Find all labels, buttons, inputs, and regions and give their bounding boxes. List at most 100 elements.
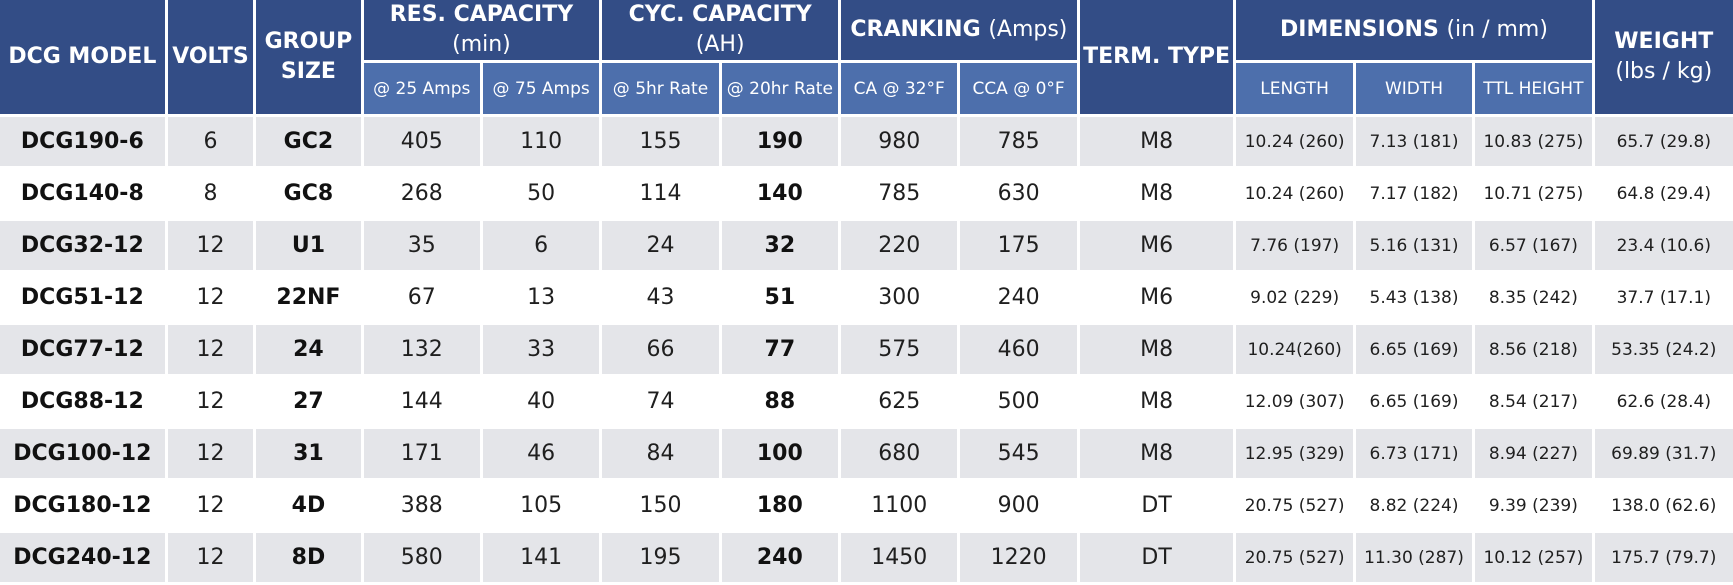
table-row: DCG190-6 6 GC2 405 110 155 190 980 785 M8 10.24 (2…	[0, 117, 1733, 166]
cell-term: M8	[1079, 117, 1234, 166]
cell-length: 10.24(260)	[1236, 325, 1353, 374]
cell-model: DCG100-12	[0, 429, 165, 478]
sub-header-ca: CA @ 32°F	[841, 63, 958, 114]
sub-header-res-25: @ 25 Amps	[363, 63, 480, 114]
cell-res75: 110	[482, 117, 600, 166]
header-res-capacity: RES. CAPACITY (min)	[363, 0, 600, 60]
cell-ah5: 195	[602, 533, 719, 582]
cell-length: 10.24 (260)	[1236, 169, 1353, 218]
table-row: DCG77-12 12 24 132 33 66 77 575 460 M8 10.24(260) 6…	[0, 325, 1733, 374]
header-weight: WEIGHT (lbs / kg)	[1594, 0, 1733, 114]
cell-weight: 69.89 (31.7)	[1594, 429, 1733, 478]
cell-height: 8.94 (227)	[1475, 429, 1592, 478]
cell-weight: 23.4 (10.6)	[1594, 221, 1733, 270]
cell-group: 22NF	[256, 273, 361, 322]
dimensions-label: DIMENSIONS	[1280, 17, 1439, 42]
cell-cca: 460	[960, 325, 1077, 374]
cell-term: DT	[1079, 481, 1234, 530]
cell-width: 7.17 (182)	[1355, 169, 1473, 218]
cell-length: 20.75 (527)	[1236, 481, 1353, 530]
cell-volts: 12	[167, 481, 254, 530]
cell-ah5: 155	[602, 117, 719, 166]
cell-volts: 12	[167, 325, 254, 374]
cell-ah20: 240	[721, 533, 839, 582]
cell-volts: 6	[167, 117, 254, 166]
cell-height: 8.56 (218)	[1475, 325, 1592, 374]
header-cranking: CRANKING (Amps)	[841, 0, 1077, 60]
sub-header-length: LENGTH	[1236, 63, 1353, 114]
cell-weight: 138.0 (62.6)	[1594, 481, 1733, 530]
cell-width: 8.82 (224)	[1355, 481, 1473, 530]
cell-res75: 141	[482, 533, 600, 582]
cell-res25: 171	[363, 429, 480, 478]
cell-group: 4D	[256, 481, 361, 530]
cell-group: GC8	[256, 169, 361, 218]
cell-res75: 50	[482, 169, 600, 218]
cranking-label: CRANKING	[850, 17, 981, 42]
cell-length: 12.95 (329)	[1236, 429, 1353, 478]
cell-ca: 980	[841, 117, 958, 166]
cell-height: 8.35 (242)	[1475, 273, 1592, 322]
cell-ah20: 32	[721, 221, 839, 270]
sub-header-width: WIDTH	[1355, 63, 1473, 114]
cell-width: 6.65 (169)	[1355, 325, 1473, 374]
table-row: DCG32-12 12 U1 35 6 24 32 220 175 M6 7.76 (197) 5.1…	[0, 221, 1733, 270]
table-row: DCG51-12 12 22NF 67 13 43 51 300 240 M6 9.02 (229)…	[0, 273, 1733, 322]
cell-res25: 580	[363, 533, 480, 582]
cell-volts: 12	[167, 429, 254, 478]
cell-res25: 388	[363, 481, 480, 530]
cell-model: DCG190-6	[0, 117, 165, 166]
cell-res75: 33	[482, 325, 600, 374]
cell-height: 10.12 (257)	[1475, 533, 1592, 582]
table-row: DCG180-12 12 4D 388 105 150 180 1100 900 DT 20.75 …	[0, 481, 1733, 530]
cell-volts: 8	[167, 169, 254, 218]
cell-cca: 630	[960, 169, 1077, 218]
cell-model: DCG240-12	[0, 533, 165, 582]
cell-width: 5.43 (138)	[1355, 273, 1473, 322]
sub-header-res-75: @ 75 Amps	[482, 63, 600, 114]
cell-volts: 12	[167, 273, 254, 322]
table-row: DCG88-12 12 27 144 40 74 88 625 500 M8 12.09 (307)…	[0, 377, 1733, 426]
cell-width: 6.65 (169)	[1355, 377, 1473, 426]
sub-header-cyc-5hr: @ 5hr Rate	[602, 63, 719, 114]
cell-ah20: 100	[721, 429, 839, 478]
cell-res25: 67	[363, 273, 480, 322]
cell-model: DCG180-12	[0, 481, 165, 530]
header-term-type: TERM. TYPE	[1079, 0, 1234, 114]
cell-group: 31	[256, 429, 361, 478]
cell-width: 11.30 (287)	[1355, 533, 1473, 582]
cell-term: M8	[1079, 429, 1234, 478]
cell-ah5: 114	[602, 169, 719, 218]
cell-cca: 900	[960, 481, 1077, 530]
cell-weight: 64.8 (29.4)	[1594, 169, 1733, 218]
cell-width: 6.73 (171)	[1355, 429, 1473, 478]
cell-height: 8.54 (217)	[1475, 377, 1592, 426]
cell-group: 24	[256, 325, 361, 374]
cell-cca: 785	[960, 117, 1077, 166]
cell-term: M8	[1079, 169, 1234, 218]
cell-ah20: 180	[721, 481, 839, 530]
cell-ca: 625	[841, 377, 958, 426]
cell-model: DCG140-8	[0, 169, 165, 218]
table-row: DCG240-12 12 8D 580 141 195 240 1450 1220 DT 20.75…	[0, 533, 1733, 582]
header-dimensions: DIMENSIONS (in / mm)	[1236, 0, 1592, 60]
header-group-size: GROUP SIZE	[256, 0, 361, 114]
cell-ah20: 88	[721, 377, 839, 426]
cell-length: 12.09 (307)	[1236, 377, 1353, 426]
cell-ah20: 51	[721, 273, 839, 322]
cell-ca: 300	[841, 273, 958, 322]
cell-res25: 132	[363, 325, 480, 374]
cell-length: 20.75 (527)	[1236, 533, 1353, 582]
header-cyc-capacity: CYC. CAPACITY (AH)	[602, 0, 839, 60]
cell-res25: 268	[363, 169, 480, 218]
cell-cca: 240	[960, 273, 1077, 322]
cell-res75: 105	[482, 481, 600, 530]
cell-ah20: 190	[721, 117, 839, 166]
cyc-capacity-unit: (AH)	[695, 32, 745, 57]
cell-volts: 12	[167, 221, 254, 270]
cell-ah5: 66	[602, 325, 719, 374]
cell-ah5: 84	[602, 429, 719, 478]
cell-ca: 1100	[841, 481, 958, 530]
cell-volts: 12	[167, 533, 254, 582]
